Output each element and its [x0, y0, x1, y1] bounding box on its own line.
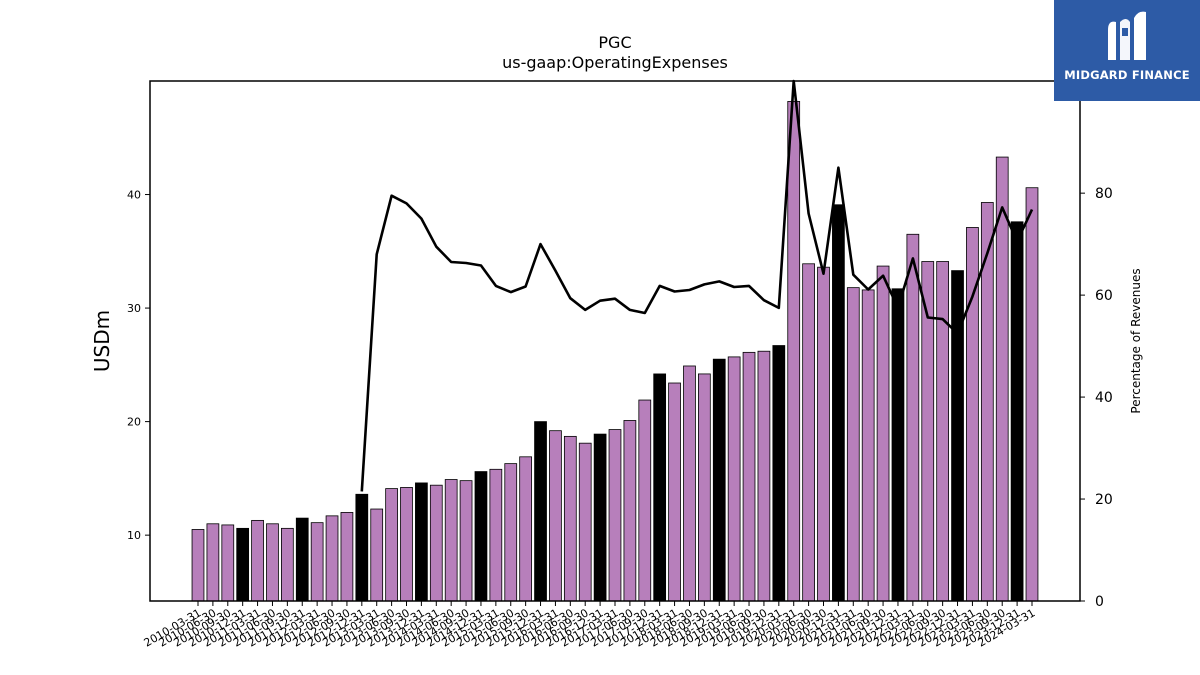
bar-2012-12-31	[355, 493, 369, 602]
bar-2017-12-31	[653, 373, 667, 602]
brand-name: MIDGARD FINANCE	[1064, 68, 1190, 82]
bar-2013-06-30	[385, 488, 398, 602]
y-tick-label: 30	[127, 302, 141, 315]
y-axis-ticks: 10 20 30 40	[127, 189, 150, 542]
bar-2022-03-31	[906, 233, 920, 602]
bar-2016-12-31	[593, 433, 607, 602]
y-tick-label: 20	[127, 416, 141, 429]
bar-2015-06-30	[504, 463, 518, 602]
brand-logo: MIDGARD FINANCE	[1054, 0, 1200, 101]
bar-2021-06-30	[861, 289, 875, 602]
y-tick-label: 10	[127, 529, 141, 542]
y-tick-label: 40	[127, 189, 141, 202]
bar-2010-03-31	[191, 529, 205, 602]
bar-2015-12-31	[534, 421, 547, 602]
bar-2018-09-30	[698, 373, 711, 602]
bar-2019-06-30	[742, 351, 756, 602]
pct-of-revenues-line	[360, 79, 1034, 492]
y2-tick-label: 20	[1095, 492, 1113, 508]
bar-2011-06-30	[266, 523, 279, 602]
bar-2014-09-30	[459, 480, 473, 602]
chart-subtitle: us-gaap:OperatingExpenses	[502, 53, 728, 72]
bar-2011-09-30	[280, 527, 294, 602]
bar-2011-12-31	[295, 517, 309, 602]
bar-2020-12-31	[832, 204, 845, 602]
bar-2018-12-31	[712, 358, 726, 602]
bar-2014-12-31	[474, 471, 488, 602]
y2-tick-label: 0	[1095, 594, 1104, 610]
bar-2013-03-31	[370, 508, 384, 602]
bar-2021-03-31	[846, 287, 860, 602]
bar-2024-03-31	[1025, 187, 1039, 602]
chart-title: PGC	[598, 33, 631, 52]
bar-2018-03-31	[668, 382, 681, 602]
bar-2015-03-31	[489, 468, 503, 602]
bar-2011-03-31	[251, 519, 264, 602]
y2-tick-label: 60	[1095, 288, 1113, 304]
bar-2012-09-30	[340, 512, 354, 602]
bar-2010-09-30	[221, 524, 235, 602]
plot-frame	[149, 80, 1081, 602]
y-axis-label: USDm	[90, 310, 114, 372]
bar-2020-09-30	[817, 266, 830, 602]
logo-mark-icon	[1108, 11, 1146, 61]
bar-2021-09-30	[876, 265, 890, 602]
bar-2018-06-30	[683, 365, 696, 602]
bar-2021-12-31	[891, 288, 905, 602]
bar-2014-06-30	[444, 479, 458, 602]
bar-2020-03-31	[787, 101, 801, 602]
bar-2012-06-30	[325, 515, 339, 602]
bar-2013-09-30	[400, 487, 413, 602]
bar-2019-03-31	[727, 356, 741, 602]
bar-2019-09-30	[757, 350, 771, 602]
bar-2013-12-31	[415, 482, 428, 602]
bar-2010-06-30	[206, 523, 220, 602]
bar-2010-12-31	[236, 527, 250, 602]
bar-group	[191, 101, 1039, 602]
bar-2014-03-31	[429, 484, 443, 602]
bar-2017-03-31	[608, 429, 622, 602]
bar-2017-06-30	[623, 420, 637, 602]
bar-2012-03-31	[310, 522, 324, 602]
bar-2022-09-30	[936, 261, 950, 602]
bar-2016-06-30	[563, 435, 577, 602]
bar-2017-09-30	[638, 399, 652, 602]
bar-2016-09-30	[578, 442, 592, 602]
x-axis-ticks: 2010-03-312010-06-302010-09-302010-12-31…	[142, 601, 1038, 650]
bar-2020-06-30	[802, 263, 815, 602]
y2-axis-ticks: 0 20 40 60 80	[1080, 186, 1113, 610]
y2-tick-label: 40	[1095, 390, 1113, 406]
bar-2015-09-30	[519, 456, 533, 602]
y2-axis-label: Percentage of Revenues	[1129, 268, 1143, 413]
y2-tick-label: 80	[1095, 186, 1113, 202]
bar-2019-12-31	[772, 345, 786, 602]
bar-2016-03-31	[549, 430, 562, 602]
bar-2023-12-31	[1010, 221, 1024, 602]
